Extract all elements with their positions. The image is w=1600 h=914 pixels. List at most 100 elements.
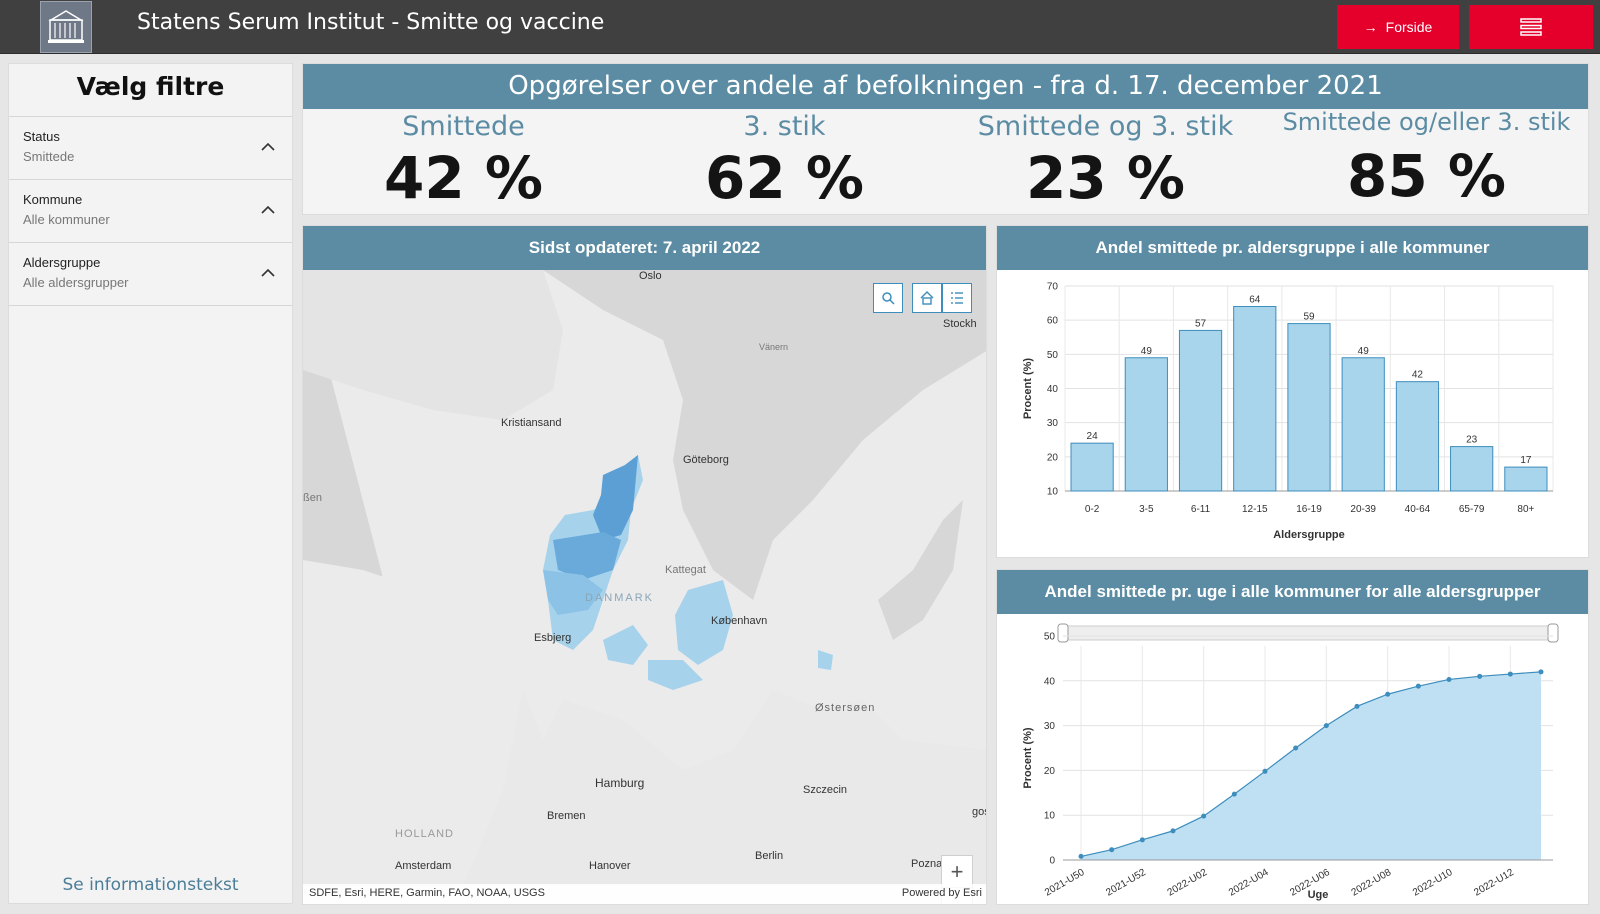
y-tick-label: 40 — [1044, 676, 1056, 687]
x-tick-label: 3-5 — [1139, 504, 1154, 515]
week-area-chart: 0 10 20 30 40 50 2021-U50 2021-U52 2022-U02 2022-… — [1022, 623, 1559, 901]
institute-logo[interactable] — [40, 1, 92, 53]
map-title: Sidst opdateret: 7. april 2022 — [303, 226, 986, 270]
map-label-kobenhavn: København — [711, 615, 768, 627]
map-label-holland: HOLLAND — [395, 828, 454, 840]
map-label-danmark: DANMARK — [585, 592, 655, 604]
y-axis-title: Procent (%) — [1022, 727, 1034, 788]
filter-aldersgruppe[interactable]: Aldersgruppe Alle aldersgrupper — [9, 243, 292, 306]
x-tick-label: 2022-U04 — [1227, 867, 1271, 899]
data-point — [1201, 813, 1207, 819]
x-tick-label: 65-79 — [1459, 504, 1485, 515]
filter-kommune[interactable]: Kommune Alle kommuner — [9, 180, 292, 243]
map-view[interactable]: Oslo Stockh Vänern Kristiansand Göteborg… — [303, 270, 986, 904]
chevron-up-icon[interactable] — [260, 202, 276, 218]
map-label-esbjerg: Esbjerg — [534, 632, 572, 644]
stat-3-stik: 3. stik 62 % — [624, 111, 945, 212]
app-title: Statens Serum Institut - Smitte og vacci… — [137, 10, 605, 35]
map-search-button[interactable] — [873, 283, 903, 313]
bar-data-label: 49 — [1358, 346, 1370, 357]
range-slider-handle-left — [1057, 623, 1069, 643]
summary-title: Opgørelser over andele af befolkningen -… — [303, 64, 1588, 109]
series-line — [1080, 671, 1542, 858]
bar-data-label: 24 — [1087, 431, 1099, 442]
bar-data-label: 57 — [1195, 318, 1207, 329]
map-label-berlin: Berlin — [755, 850, 784, 862]
stat-value: 62 % — [704, 144, 865, 212]
stat-value: 23 % — [1025, 144, 1186, 212]
data-point — [1231, 791, 1237, 797]
age-chart-panel: Andel smittede pr. aldersgruppe i alle k… — [996, 225, 1589, 558]
x-tick-label: 80+ — [1517, 504, 1534, 515]
map-label-gos: gos — [972, 806, 986, 818]
data-point — [1293, 745, 1299, 751]
x-tick-label: 12-15 — [1242, 504, 1268, 515]
map-label-kristiansand: Kristiansand — [501, 417, 562, 429]
stat-smittede: Smittede 42 % — [303, 111, 624, 212]
bar-data-label: 49 — [1141, 346, 1153, 357]
stat-label: 3. stik — [743, 111, 826, 142]
x-tick-label: 2021-U52 — [1104, 867, 1148, 899]
data-point — [1385, 691, 1391, 697]
filter-label: Aldersgruppe — [23, 255, 101, 270]
line-chart-title: Andel smittede pr. uge i alle kommuner f… — [997, 570, 1588, 614]
age-bar-chart: 10 20 30 40 50 60 70 24 0-2 49 3-5 57 6-11 64 12-15 59 1… — [1022, 282, 1554, 541]
filter-label: Status — [23, 129, 60, 144]
x-tick-label: 2022-U12 — [1472, 867, 1516, 899]
x-axis-title: Uge — [1308, 889, 1329, 901]
info-text-link[interactable]: Se informationstekst — [62, 875, 239, 895]
data-point — [1323, 723, 1329, 729]
y-tick-label: 0 — [1049, 856, 1055, 867]
bar — [1450, 446, 1494, 492]
filter-status[interactable]: Status Smittede — [9, 117, 292, 180]
powered-by-esri[interactable]: Powered by Esri — [901, 887, 982, 899]
map-legend-button[interactable] — [942, 283, 972, 313]
map-label-hamburg: Hamburg — [595, 776, 645, 790]
map-label-amsterdam: Amsterdam — [395, 860, 452, 872]
x-tick-label: 2022-U08 — [1350, 867, 1394, 899]
map-label-bremen: Bremen — [547, 810, 586, 822]
x-tick-label: 16-19 — [1296, 504, 1322, 515]
bar — [1395, 381, 1440, 492]
bar-data-label: 17 — [1520, 455, 1532, 466]
bar — [1178, 329, 1223, 492]
bar-chart-title: Andel smittede pr. aldersgruppe i alle k… — [997, 226, 1588, 270]
x-tick-label: 2021-U50 — [1043, 867, 1087, 899]
list-icon — [951, 292, 963, 304]
map-label-ostersoen: Østersøen — [815, 702, 876, 714]
bar — [1287, 323, 1331, 492]
y-tick-label: 10 — [1044, 811, 1056, 822]
x-tick-label: 2022-U02 — [1166, 867, 1210, 899]
hamburger-menu-icon — [1520, 18, 1542, 36]
y-tick-label: 70 — [1047, 282, 1059, 293]
y-tick-label: 30 — [1047, 418, 1059, 429]
x-tick-label: 2022-U10 — [1411, 867, 1455, 899]
stat-label: Smittede — [402, 111, 525, 142]
y-tick-label: 50 — [1044, 632, 1056, 643]
map-label-vanern: Vänern — [759, 342, 789, 352]
x-axis-title: Aldersgruppe — [1273, 529, 1345, 541]
area-fill — [1081, 671, 1541, 860]
data-point — [1354, 703, 1360, 709]
y-tick-label: 40 — [1047, 384, 1059, 395]
attribution-text: SDFE, Esri, HERE, Garmin, FAO, NOAA, USG… — [309, 887, 545, 899]
stat-value: 42 % — [383, 144, 544, 212]
map-label-hanover: Hanover — [589, 860, 631, 872]
chevron-up-icon[interactable] — [260, 265, 276, 281]
menu-button[interactable] — [1469, 5, 1593, 49]
week-chart-panel: Andel smittede pr. uge i alle kommuner f… — [996, 569, 1589, 905]
map-home-button[interactable] — [912, 283, 942, 313]
stat-label: Smittede og 3. stik — [977, 111, 1234, 142]
filter-value: Alle aldersgrupper — [23, 275, 129, 290]
bar — [1233, 306, 1277, 492]
map-label-goteborg: Göteborg — [683, 454, 729, 466]
stat-label: Smittede og/eller 3. stik — [1282, 108, 1571, 136]
bar — [1124, 357, 1168, 492]
forside-button[interactable]: → Forside — [1337, 5, 1459, 49]
x-tick-label: 0-2 — [1085, 504, 1100, 515]
arrow-right-icon: → — [1363, 19, 1378, 35]
map-label-szczecin: Szczecin — [803, 784, 848, 796]
bar-data-label: 59 — [1303, 312, 1315, 323]
chevron-up-icon[interactable] — [260, 139, 276, 155]
building-icon — [48, 10, 84, 43]
